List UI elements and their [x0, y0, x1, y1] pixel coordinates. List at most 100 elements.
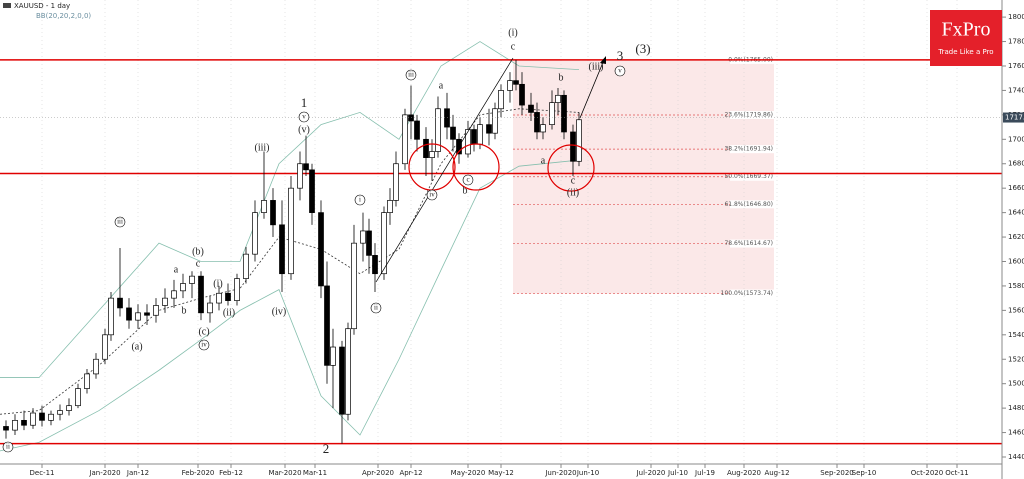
candle-body	[549, 102, 555, 125]
candle-body	[381, 212, 387, 275]
wave-label: iv	[201, 341, 207, 349]
wave-label: (c)	[198, 326, 209, 337]
candle-body	[144, 312, 150, 316]
fib-label: 61.8%(1646.80)	[724, 201, 773, 208]
x-tick-label: Mar-2020	[268, 469, 301, 477]
y-tick-label: 1580	[1008, 282, 1024, 290]
candle-body	[108, 297, 114, 336]
x-tick-label: Sep-10	[852, 469, 877, 477]
x-tick-label: May-12	[488, 469, 514, 477]
x-tick-label: Jul-2020	[636, 469, 666, 477]
indicator-label: BB(20,20,2,0,0)	[36, 12, 91, 20]
symbol-icon	[3, 3, 11, 8]
wave-label: (iii)	[255, 142, 270, 153]
candle-body	[534, 112, 540, 133]
candle-body	[75, 388, 81, 407]
x-tick-label: Jul-10	[667, 469, 688, 477]
fib-label: 23.6%(1719.86)	[724, 112, 773, 119]
wave-label: v	[618, 67, 622, 75]
y-tick-label: 1740	[1008, 86, 1024, 94]
wave-label: c	[196, 258, 201, 269]
x-tick-label: Jun-10	[576, 469, 599, 477]
wave-label: a	[541, 155, 546, 166]
wave-label: c	[466, 176, 469, 184]
wave-label: b	[182, 305, 187, 316]
last-price-label: 1717.81	[1005, 114, 1024, 122]
x-tick-label: Oct-11	[945, 469, 969, 477]
wave-circle	[426, 189, 438, 201]
candle-body	[486, 124, 492, 134]
fib-label-bg	[730, 200, 774, 209]
wave-label: i	[359, 196, 361, 204]
x-tick-label: Jun-2020	[544, 469, 576, 477]
candle-body	[528, 104, 534, 113]
candle-body	[30, 412, 36, 426]
y-tick-label: 1760	[1008, 62, 1024, 70]
candle-body	[387, 200, 393, 213]
candle-body	[270, 200, 276, 226]
candle-body	[318, 212, 324, 287]
candle-body	[519, 83, 525, 106]
x-tick-label: Aug-2020	[727, 469, 761, 477]
candle-body	[513, 80, 519, 85]
logo	[930, 10, 1002, 66]
wave-circle	[405, 69, 417, 81]
candle-body	[102, 334, 108, 360]
candle-body	[279, 224, 285, 275]
candle-body	[345, 328, 351, 415]
candle-body	[171, 290, 177, 299]
wave-label: (ii)	[223, 307, 235, 318]
candle-body	[162, 297, 168, 306]
arrow-head	[600, 56, 606, 64]
wave-circle	[370, 302, 382, 314]
candle-body	[126, 307, 132, 321]
candle-body	[576, 119, 582, 162]
candle-body	[288, 187, 294, 275]
wave-label: c	[571, 175, 576, 186]
wave-label: (i)	[213, 278, 222, 289]
y-tick-label: 1460	[1008, 429, 1024, 437]
wave-label: b	[559, 72, 564, 83]
y-tick-label: 1660	[1008, 184, 1024, 192]
candle-body	[330, 346, 336, 366]
candle-body	[252, 212, 258, 255]
fib-label: 50.0%(1669.37)	[724, 173, 773, 180]
fib-label-bg	[730, 239, 774, 248]
fib-label-bg	[730, 145, 774, 154]
wave-label: (3)	[635, 41, 650, 56]
wave-label: iii	[117, 218, 123, 226]
candle-body	[339, 346, 345, 415]
candle-body	[21, 419, 27, 426]
candle-body	[39, 412, 45, 421]
y-tick-label: 1800	[1008, 13, 1024, 21]
highlight-circle	[547, 144, 595, 192]
highlight-circle	[452, 143, 500, 191]
fib-label-bg	[730, 172, 774, 181]
x-tick-label: Jan-12	[126, 469, 149, 477]
candle-body	[66, 405, 72, 411]
candle-body	[540, 124, 546, 133]
wave-line	[375, 57, 514, 283]
x-tick-label: Apr-2020	[362, 469, 394, 477]
y-tick-label: 1440	[1008, 453, 1024, 461]
y-tick-label: 1620	[1008, 233, 1024, 241]
candle-body	[48, 413, 54, 421]
candle-body	[261, 200, 267, 213]
wave-label: ii	[374, 304, 378, 312]
wave-label: 2	[323, 441, 330, 456]
wave-label: ii	[6, 443, 10, 451]
candle-body	[444, 108, 450, 128]
candle-body	[117, 297, 123, 309]
wave-label: (i)	[508, 27, 517, 38]
fib-label-bg	[730, 111, 774, 120]
x-tick-label: Dec-11	[30, 469, 55, 477]
candle-body	[57, 410, 63, 415]
y-tick-label: 1680	[1008, 160, 1024, 168]
wave-circle	[298, 111, 310, 123]
wave-line	[579, 59, 605, 119]
wave-label: b	[463, 185, 468, 196]
candle-body	[198, 275, 204, 314]
x-tick-label: May-2020	[451, 469, 486, 477]
